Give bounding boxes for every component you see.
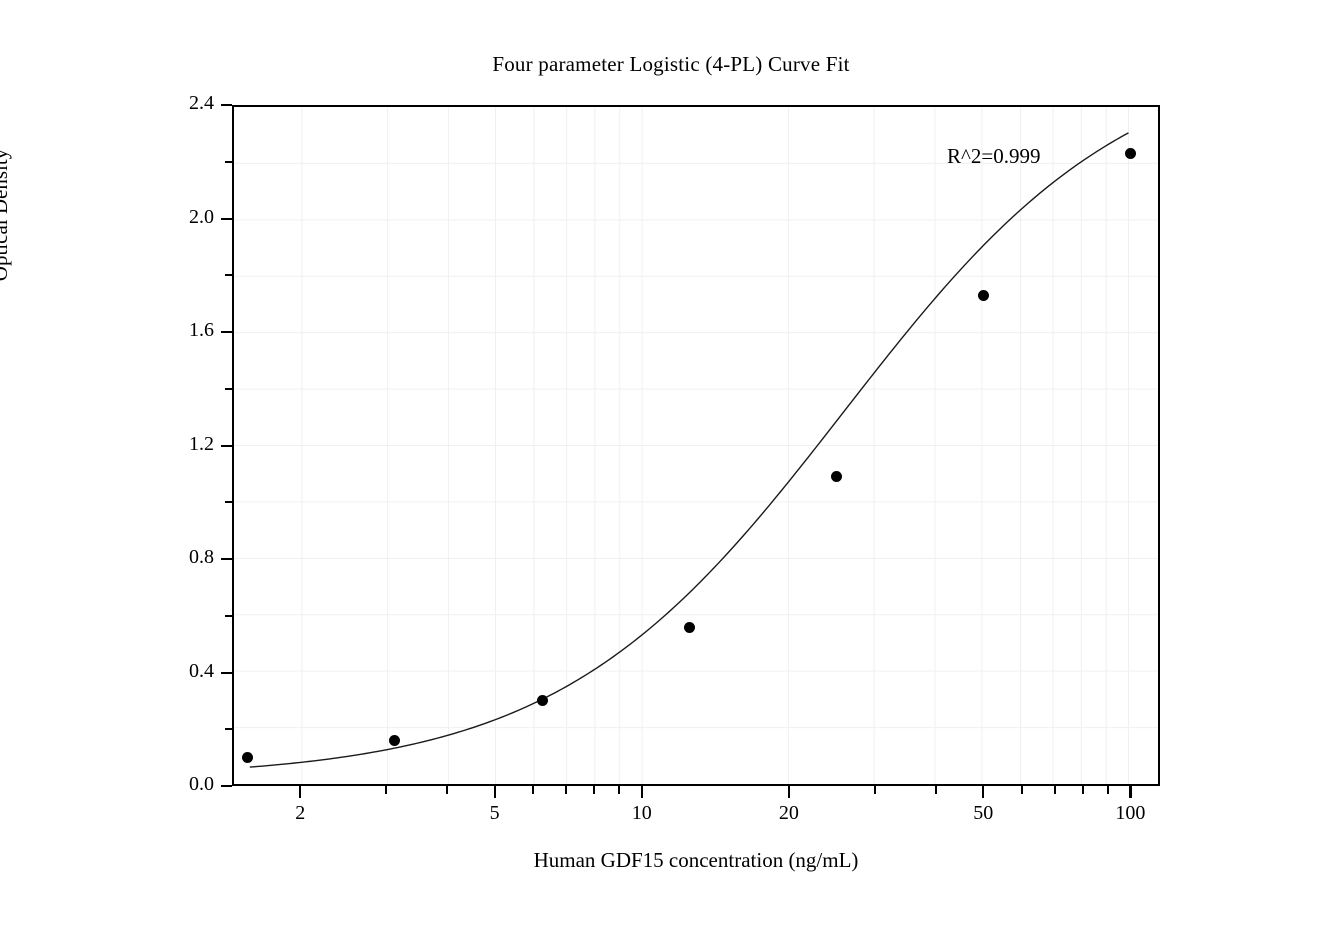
data-point: [1124, 147, 1136, 159]
x-tick-minor: [934, 786, 937, 794]
gridlines: [234, 107, 1158, 784]
y-tick-major: [221, 331, 232, 334]
y-tick-minor: [225, 614, 232, 617]
data-point: [830, 471, 842, 483]
y-tick-major: [221, 217, 232, 220]
x-tick-minor: [873, 786, 876, 794]
x-tick-label: 2: [295, 802, 306, 824]
x-tick-minor: [1053, 786, 1056, 794]
y-tick-major: [221, 558, 232, 561]
x-tick-major: [299, 786, 302, 798]
r-squared-annotation: R^2=0.999: [947, 144, 1041, 168]
plot-area: [232, 105, 1160, 786]
y-tick-minor: [225, 728, 232, 731]
y-tick-label: 0.0: [189, 773, 214, 795]
x-tick-major: [493, 786, 496, 798]
x-tick-minor: [446, 786, 449, 794]
x-tick-minor: [593, 786, 596, 794]
x-tick-major: [1129, 786, 1132, 798]
y-tick-label: 0.4: [189, 659, 214, 682]
data-point: [242, 752, 254, 764]
x-tick-label: 20: [778, 802, 799, 824]
x-tick-label: 100: [1115, 802, 1146, 824]
x-tick-minor: [618, 786, 621, 794]
data-point: [536, 695, 548, 707]
y-tick-label: 2.0: [189, 205, 214, 228]
y-tick-label: 1.6: [189, 319, 214, 341]
curve-and-points: [234, 107, 1158, 784]
x-tick-major: [787, 786, 791, 798]
data-point: [389, 735, 401, 747]
data-point: [683, 621, 695, 633]
x-tick-minor: [1106, 786, 1109, 794]
y-tick-label: 1.2: [189, 432, 214, 455]
x-tick-major: [982, 786, 985, 798]
x-tick-minor: [385, 786, 388, 794]
y-axis-label: Optical Density: [0, 148, 12, 282]
page-title: Four parameter Logistic (4-PL) Curve Fit: [492, 52, 850, 76]
y-tick-minor: [225, 274, 232, 277]
x-axis-label: Human GDF15 concentration (ng/mL): [533, 848, 859, 872]
x-tick-major: [640, 786, 643, 798]
fit-curve: [250, 133, 1129, 767]
x-tick-label: 5: [489, 802, 500, 824]
data-point: [977, 289, 989, 301]
x-tick-minor: [532, 786, 535, 794]
y-tick-minor: [225, 387, 232, 390]
x-tick-minor: [565, 786, 568, 794]
y-tick-major: [221, 104, 232, 107]
y-tick-major: [221, 444, 232, 447]
y-tick-major: [221, 671, 232, 674]
x-tick-label: 10: [631, 802, 652, 824]
y-tick-minor: [225, 160, 232, 163]
y-tick-label: 0.8: [189, 546, 214, 568]
y-tick-label: 2.4: [189, 92, 214, 114]
x-tick-minor: [1020, 786, 1023, 794]
y-tick-minor: [225, 501, 232, 504]
x-tick-minor: [1081, 786, 1084, 794]
x-tick-label: 50: [973, 802, 994, 824]
y-tick-major: [221, 785, 232, 788]
